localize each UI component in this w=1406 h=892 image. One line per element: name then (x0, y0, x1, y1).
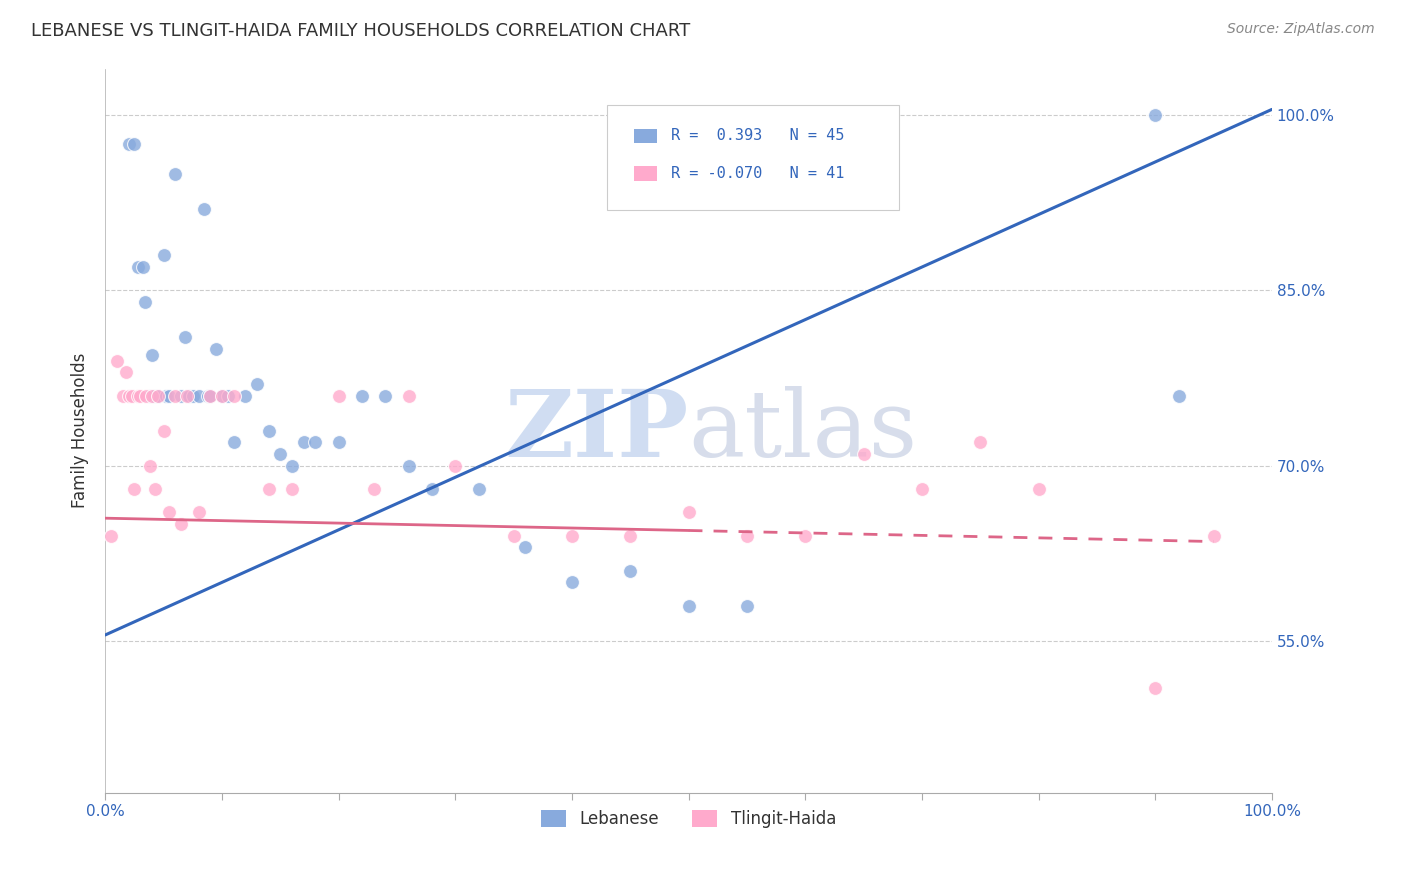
Point (124, 137, 146, 152)
Point (152, 248, 174, 262)
Text: Source: ZipAtlas.com: Source: ZipAtlas.com (1227, 22, 1375, 37)
Point (269, 447, 291, 461)
Point (852, 447, 875, 461)
Point (328, 435, 350, 450)
Point (146, 388, 169, 402)
Point (134, 295, 156, 310)
Point (165, 388, 187, 402)
Point (105, 353, 128, 368)
Point (735, 529, 758, 543)
Point (619, 529, 641, 543)
Point (502, 529, 524, 543)
Point (170, 516, 193, 531)
Point (328, 388, 350, 402)
Point (467, 482, 489, 496)
Point (281, 458, 304, 473)
Point (292, 435, 315, 450)
Point (257, 424, 280, 438)
Point (211, 388, 233, 402)
Point (374, 388, 396, 402)
Y-axis label: Family Households: Family Households (72, 353, 89, 508)
Point (127, 388, 149, 402)
Point (181, 388, 204, 402)
Point (157, 388, 180, 402)
Point (197, 388, 219, 402)
Point (350, 388, 373, 402)
Point (115, 365, 138, 379)
Point (1167, 388, 1189, 402)
Point (176, 388, 198, 402)
Point (170, 388, 193, 402)
Point (304, 435, 326, 450)
Point (145, 482, 167, 496)
Point (173, 330, 195, 344)
Point (127, 260, 149, 274)
Point (138, 388, 160, 402)
Point (678, 599, 700, 613)
Point (363, 482, 385, 496)
Point (193, 202, 215, 216)
Point (444, 458, 467, 473)
Point (794, 529, 817, 543)
Point (1202, 529, 1225, 543)
Point (135, 388, 157, 402)
Text: atlas: atlas (689, 385, 918, 475)
Point (398, 458, 420, 473)
Point (1144, 108, 1167, 122)
FancyBboxPatch shape (634, 128, 657, 143)
Point (124, 482, 146, 496)
Point (398, 388, 420, 402)
Point (222, 435, 245, 450)
Text: ZIP: ZIP (505, 385, 689, 475)
Point (200, 388, 222, 402)
FancyBboxPatch shape (607, 104, 898, 210)
Point (179, 388, 201, 402)
Point (111, 388, 134, 402)
Point (257, 482, 280, 496)
Point (735, 599, 758, 613)
Point (678, 505, 700, 519)
Point (217, 388, 239, 402)
Point (187, 505, 209, 519)
Point (129, 388, 152, 402)
Point (100, 529, 122, 543)
Point (187, 388, 209, 402)
Point (911, 482, 934, 496)
Point (969, 435, 991, 450)
FancyBboxPatch shape (634, 166, 657, 181)
Point (211, 388, 233, 402)
Point (246, 376, 269, 391)
Text: R = -0.070   N = 41: R = -0.070 N = 41 (671, 166, 845, 181)
Point (141, 388, 163, 402)
Point (561, 529, 583, 543)
Point (143, 388, 166, 402)
Point (1144, 681, 1167, 695)
Point (138, 458, 160, 473)
Point (121, 388, 143, 402)
Point (157, 505, 180, 519)
Point (200, 388, 222, 402)
Point (141, 348, 163, 362)
Point (117, 137, 139, 152)
Point (233, 388, 256, 402)
Point (155, 388, 177, 402)
Text: LEBANESE VS TLINGIT-HAIDA FAMILY HOUSEHOLDS CORRELATION CHART: LEBANESE VS TLINGIT-HAIDA FAMILY HOUSEHO… (31, 22, 690, 40)
Point (165, 167, 187, 181)
Text: R =  0.393   N = 45: R = 0.393 N = 45 (671, 128, 845, 144)
Point (152, 424, 174, 438)
Point (117, 388, 139, 402)
Point (222, 388, 245, 402)
Point (561, 575, 583, 590)
Point (1028, 482, 1050, 496)
Point (619, 564, 641, 578)
Point (281, 482, 304, 496)
Point (515, 541, 537, 555)
Point (131, 260, 153, 274)
Point (420, 482, 443, 496)
Point (205, 342, 228, 356)
Point (146, 388, 169, 402)
Legend: Lebanese, Tlingit-Haida: Lebanese, Tlingit-Haida (534, 804, 842, 835)
